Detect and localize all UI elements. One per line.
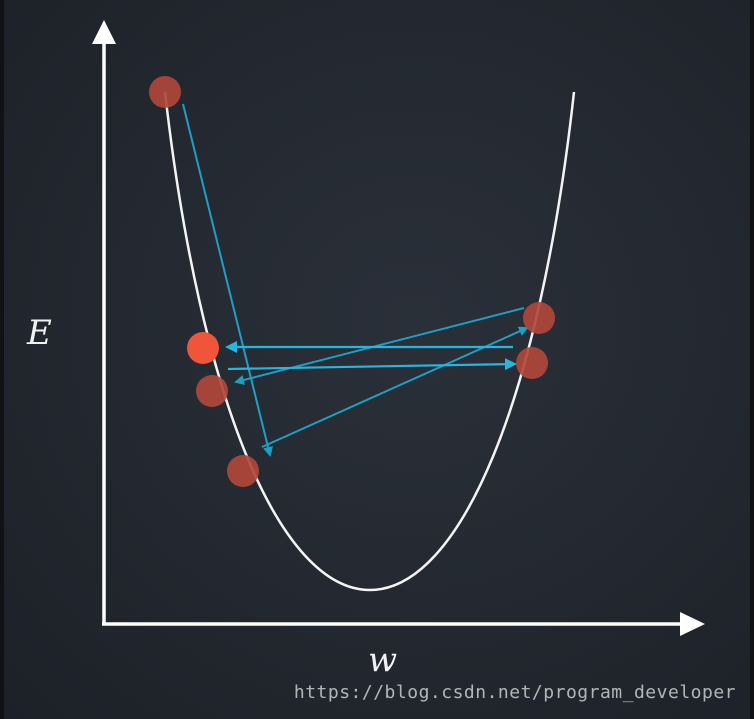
step-point-start: [149, 76, 181, 108]
step-arrow-2: [261, 326, 529, 448]
x-axis-label: w: [368, 640, 398, 680]
left-border: [0, 0, 4, 719]
y-axis-arrowhead: [92, 20, 116, 44]
step-point-4: [196, 375, 228, 407]
step-arrow-4: [227, 358, 517, 371]
current-point: [187, 332, 219, 364]
step-arrow-1: [182, 103, 273, 457]
y-axis-label: E: [27, 313, 52, 353]
watermark-url: https://blog.csdn.net/program_developer: [293, 682, 736, 703]
error-curve: [163, 91, 576, 592]
step-arrow-3: [234, 307, 525, 385]
x-axis-arrowhead: [680, 612, 705, 636]
step-point-3: [523, 302, 555, 334]
step-point-5: [516, 347, 548, 379]
right-border: [750, 0, 754, 719]
step-point-2: [227, 455, 259, 487]
